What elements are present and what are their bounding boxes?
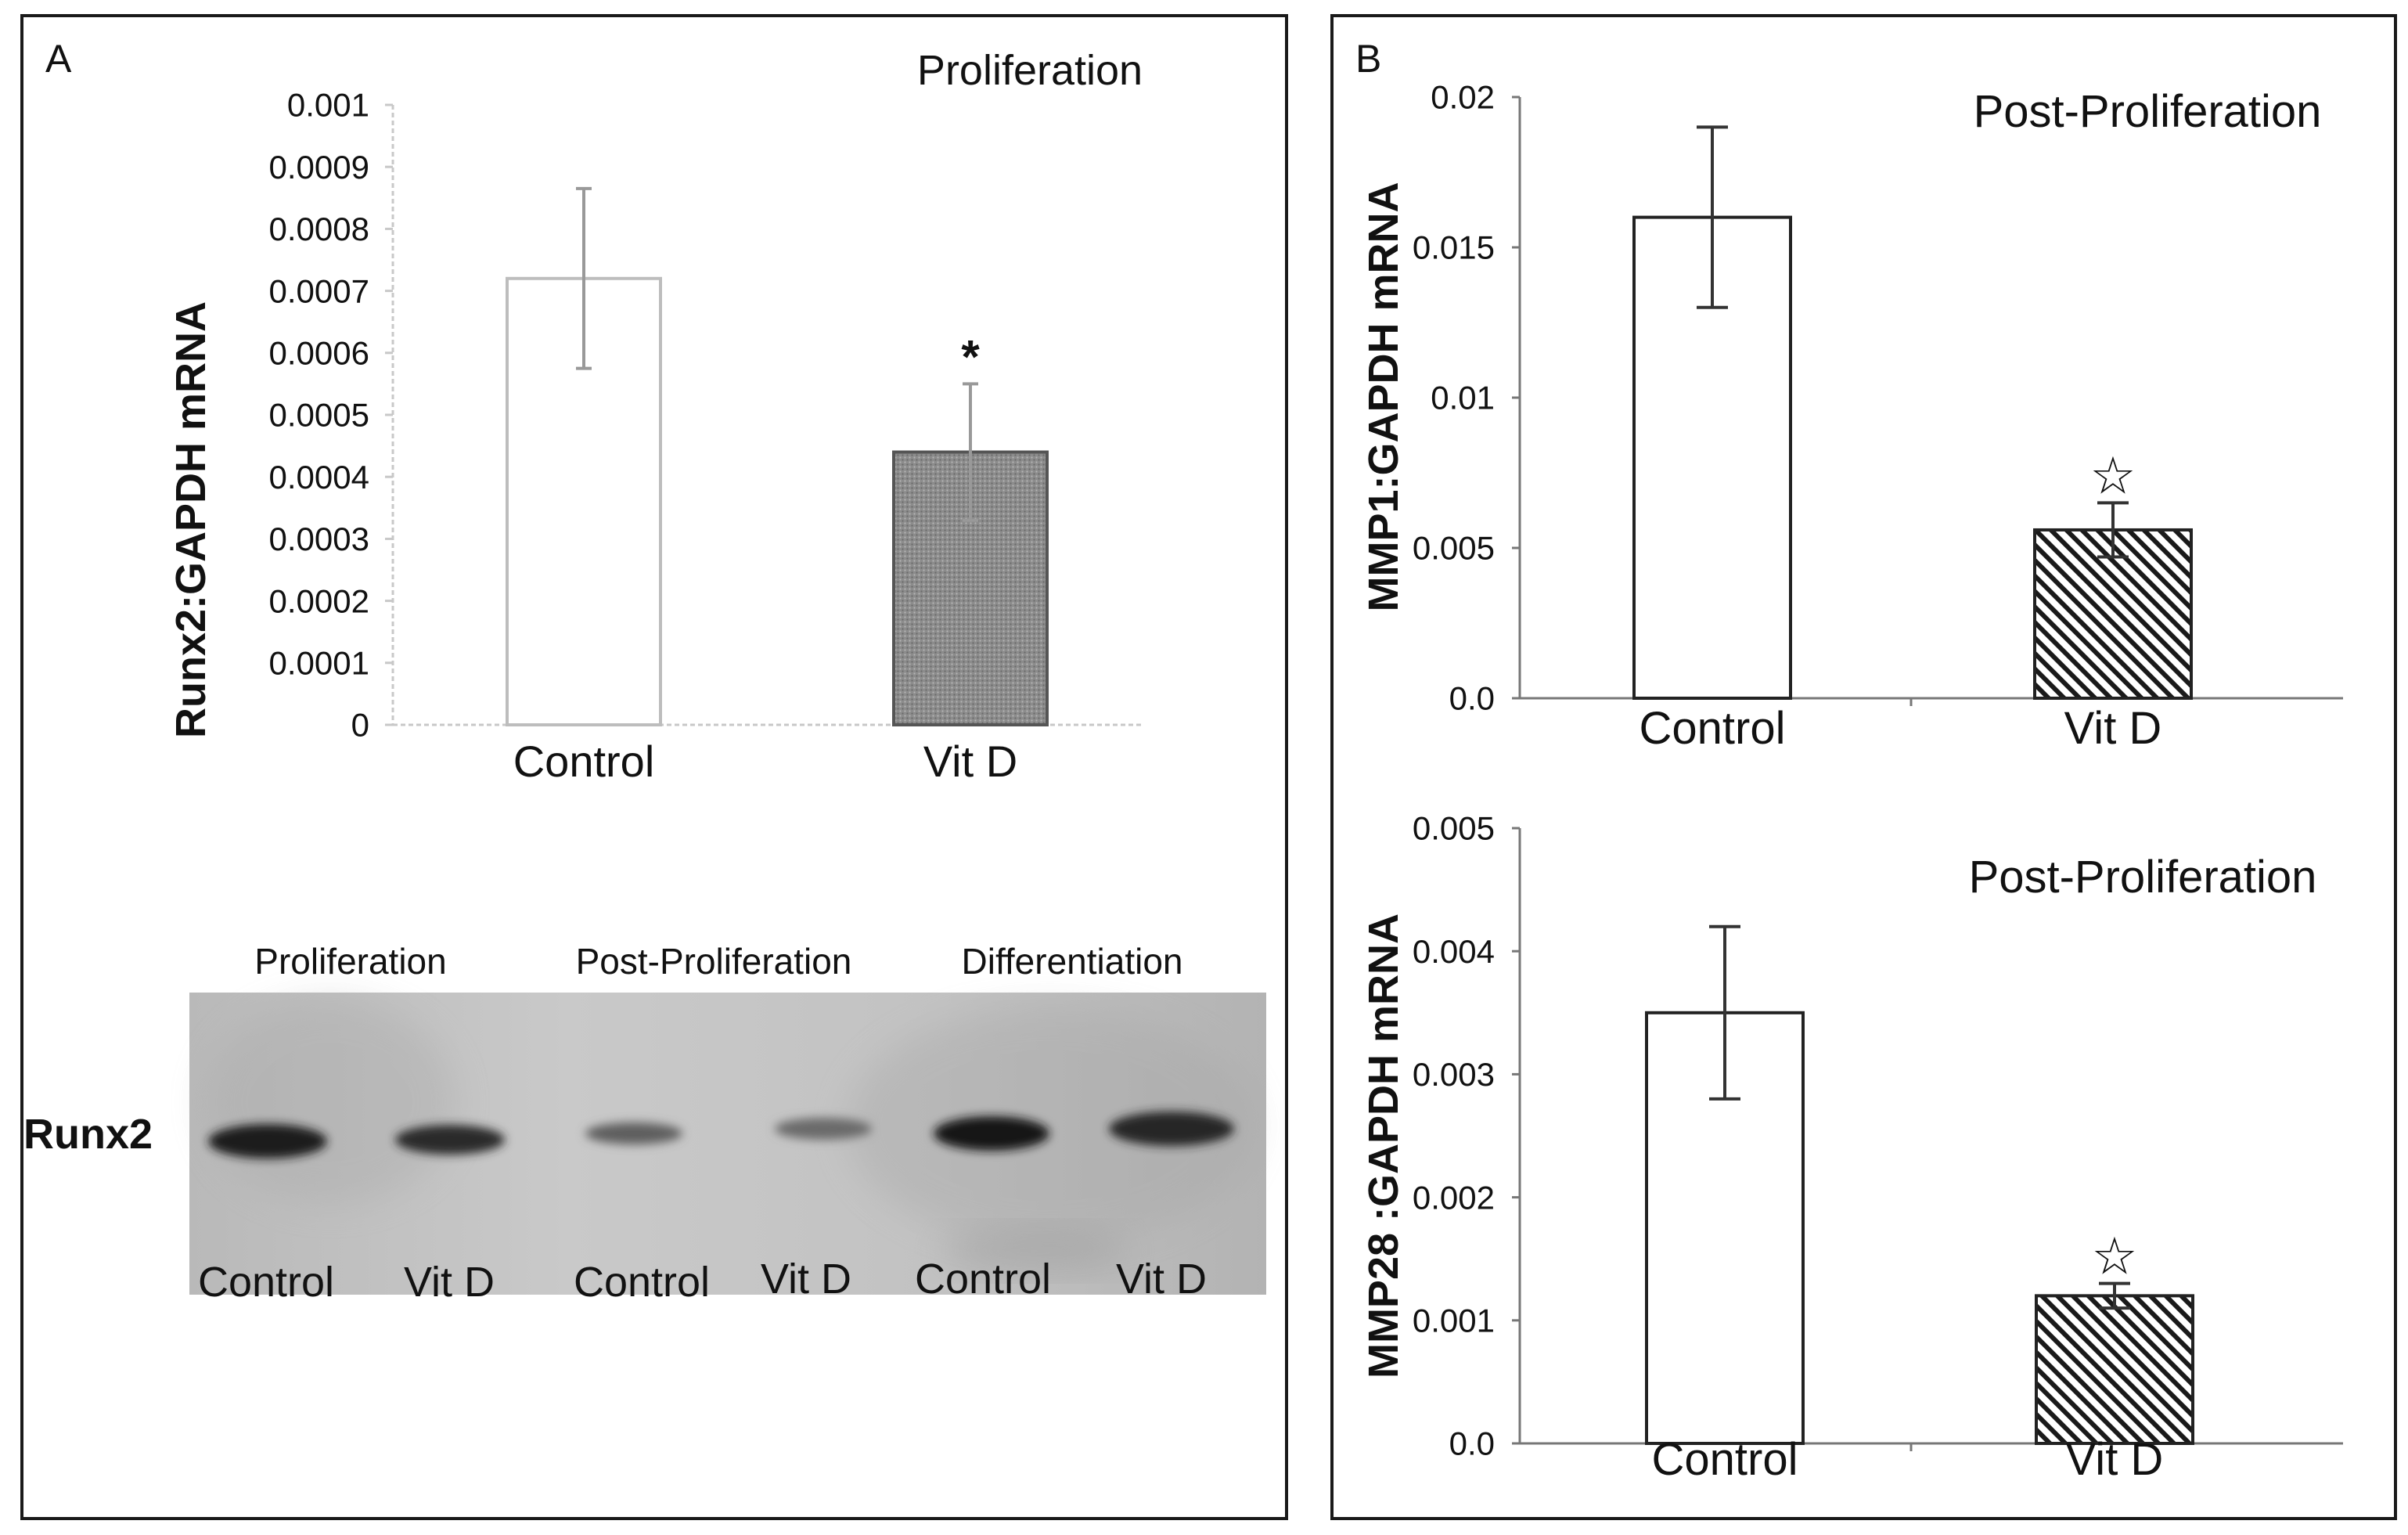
y-tick-label: 0.003	[1413, 1056, 1495, 1093]
blot-lane-label: Vit D	[761, 1256, 851, 1303]
plot-area: 0.005 0.004 0.003 0.002 0.001 0.0 Control Vit D…	[1413, 810, 2343, 1485]
band-differentiation-control	[934, 1116, 1049, 1151]
blot-lane-label: Control	[915, 1256, 1051, 1303]
y-tick-label: 0.0009	[269, 149, 369, 186]
blot-labels: Proliferation Post-Proliferation Differe…	[23, 941, 1207, 1306]
y-tick-label: 0	[351, 707, 369, 744]
blot-image	[189, 993, 1266, 1295]
blot-stage-label: Proliferation	[254, 941, 446, 982]
x-tick-label: Control	[1652, 1434, 1798, 1485]
panel-letter: B	[1355, 37, 1381, 81]
y-axis-label: MMP1:GAPDH mRNA	[1360, 182, 1407, 611]
y-tick-label: 0.001	[287, 87, 369, 124]
significance-marker: ☆	[2089, 446, 2136, 504]
y-tick-label: 0.005	[1413, 810, 1495, 847]
y-tick-label: 0.0	[1449, 1425, 1495, 1462]
western-blot	[189, 993, 1266, 1295]
x-tick-label: Control	[513, 737, 655, 786]
y-tick-label: 0.01	[1431, 380, 1495, 416]
y-tick-label: 0.0005	[269, 397, 369, 434]
blot-lane-label: Vit D	[404, 1259, 495, 1306]
band-differentiation-vitd	[1109, 1112, 1234, 1146]
y-tick-label: 0.02	[1431, 79, 1495, 116]
chart-title: Proliferation	[917, 47, 1143, 94]
y-tick-label: 0.0002	[269, 582, 369, 619]
blot-stage-label: Differentiation	[962, 941, 1183, 982]
blot-lane-label: Control	[574, 1259, 710, 1306]
y-tick-label: 0.0	[1449, 680, 1495, 717]
x-tick-label: Vit D	[2066, 1434, 2164, 1485]
chart-title: Post-Proliferation	[1969, 852, 2317, 903]
y-axis-label: Runx2:GAPDH mRNA	[167, 301, 214, 738]
plot-area: 0.02 0.015 0.01 0.005 0.0 Control Vit D ☆	[1413, 79, 2343, 754]
band-postproliferation-control	[585, 1122, 682, 1144]
y-tick-label: 0.002	[1413, 1179, 1495, 1216]
significance-marker: *	[961, 330, 980, 383]
y-tick-label: 0.0003	[269, 521, 369, 557]
blot-stage-label: Post-Proliferation	[576, 941, 852, 982]
band-proliferation-control	[208, 1124, 327, 1158]
y-tick-label: 0.0001	[269, 645, 369, 682]
y-tick-label: 0.001	[1413, 1303, 1495, 1339]
chart-title: Post-Proliferation	[1974, 86, 2322, 137]
blot-lane-label: Vit D	[1116, 1256, 1207, 1303]
y-tick-label: 0.0004	[269, 459, 369, 495]
y-tick-label: 0.015	[1413, 229, 1495, 266]
blot-row-label: Runx2	[23, 1111, 153, 1158]
y-tick-label: 0.0006	[269, 335, 369, 372]
panel-a-chart: A Proliferation Runx2:GAPDH mRNA 0.0010.…	[45, 37, 1143, 786]
panel-letter: A	[45, 37, 72, 81]
y-tick-label: 0.005	[1413, 530, 1495, 567]
y-tick-label: 0.004	[1413, 933, 1495, 970]
blot-lane-label: Control	[198, 1259, 334, 1306]
x-tick-label: Vit D	[923, 737, 1017, 786]
y-axis-label: MMP28 :GAPDH mRNA	[1360, 913, 1407, 1378]
significance-marker: ☆	[2091, 1227, 2137, 1285]
panel-b-charts: B Post-Proliferation MMP1:GAPDH mRNA 0.0…	[1355, 37, 2343, 1485]
panel-b: B Post-Proliferation MMP1:GAPDH mRNA 0.0…	[1330, 14, 2397, 1520]
x-tick-label: Vit D	[2064, 703, 2162, 754]
y-tick-label: 0.0007	[269, 272, 369, 309]
band-postproliferation-vitd	[775, 1118, 872, 1140]
x-tick-label: Control	[1640, 703, 1786, 754]
plot-area: 0.001 0.0009 0.0008 0.0007 0.0006 0.0005 0.000…	[269, 87, 1143, 786]
bar	[2035, 1294, 2194, 1445]
panel-a: A Proliferation Runx2:GAPDH mRNA 0.001 0.…	[20, 14, 1288, 1520]
y-tick-label: 0.0008	[269, 211, 369, 247]
band-proliferation-vitd	[395, 1125, 505, 1155]
